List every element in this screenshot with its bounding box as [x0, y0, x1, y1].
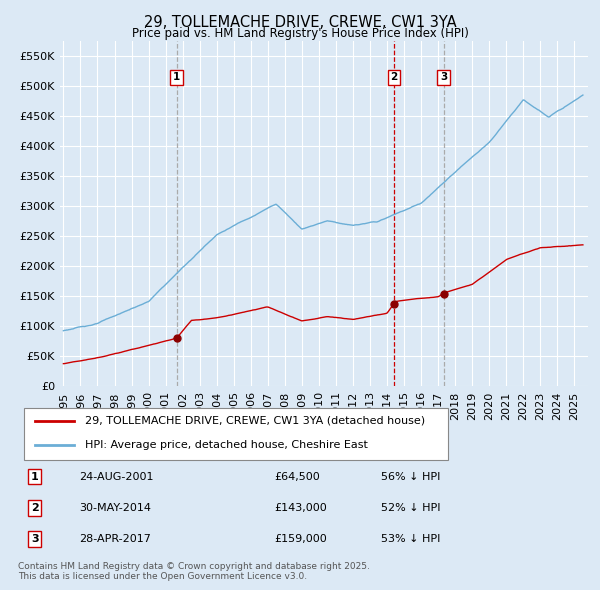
Text: £64,500: £64,500 — [275, 471, 320, 481]
Text: 29, TOLLEMACHE DRIVE, CREWE, CW1 3YA: 29, TOLLEMACHE DRIVE, CREWE, CW1 3YA — [143, 15, 457, 30]
Text: 52% ↓ HPI: 52% ↓ HPI — [381, 503, 440, 513]
Text: 1: 1 — [31, 471, 38, 481]
Text: 2: 2 — [31, 503, 38, 513]
Text: 56% ↓ HPI: 56% ↓ HPI — [381, 471, 440, 481]
Text: This data is licensed under the Open Government Licence v3.0.: This data is licensed under the Open Gov… — [18, 572, 307, 581]
Text: 30-MAY-2014: 30-MAY-2014 — [79, 503, 151, 513]
Text: 28-APR-2017: 28-APR-2017 — [79, 534, 151, 544]
Text: 53% ↓ HPI: 53% ↓ HPI — [381, 534, 440, 544]
FancyBboxPatch shape — [23, 408, 448, 460]
Text: Contains HM Land Registry data © Crown copyright and database right 2025.: Contains HM Land Registry data © Crown c… — [18, 562, 370, 571]
Text: 3: 3 — [31, 534, 38, 544]
Text: 24-AUG-2001: 24-AUG-2001 — [79, 471, 154, 481]
Text: Price paid vs. HM Land Registry's House Price Index (HPI): Price paid vs. HM Land Registry's House … — [131, 27, 469, 40]
Text: 1: 1 — [173, 73, 180, 83]
Text: £143,000: £143,000 — [275, 503, 328, 513]
Text: HPI: Average price, detached house, Cheshire East: HPI: Average price, detached house, Ches… — [85, 441, 368, 450]
Text: 29, TOLLEMACHE DRIVE, CREWE, CW1 3YA (detached house): 29, TOLLEMACHE DRIVE, CREWE, CW1 3YA (de… — [85, 416, 425, 425]
Text: 2: 2 — [391, 73, 398, 83]
Text: £159,000: £159,000 — [275, 534, 328, 544]
Text: 3: 3 — [440, 73, 447, 83]
